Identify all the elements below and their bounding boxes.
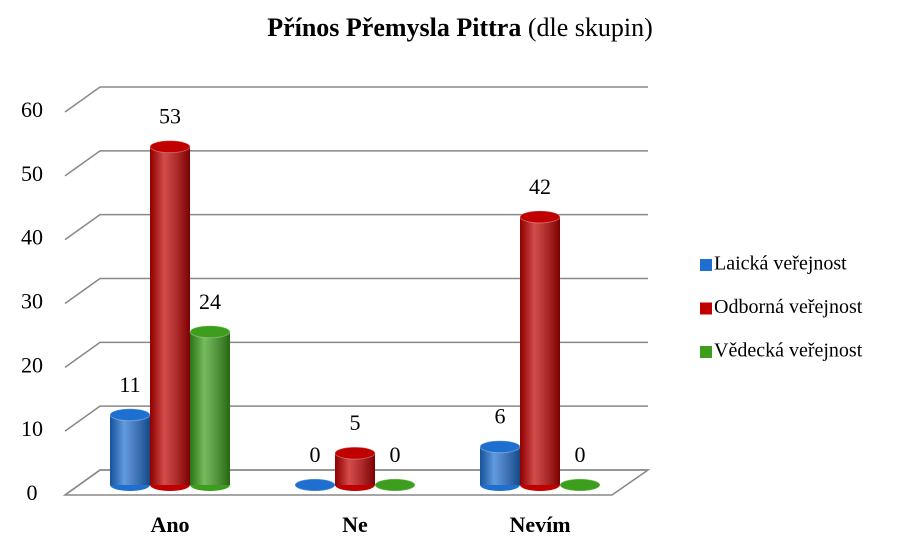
title-sub: (dle skupin) xyxy=(528,13,653,42)
grid-line xyxy=(64,150,648,177)
title-main: Přínos Přemysla Pittra xyxy=(267,13,521,42)
bar-top xyxy=(334,446,376,460)
bar-shade xyxy=(190,331,230,485)
grid-line xyxy=(64,86,648,113)
bar-top xyxy=(294,478,336,492)
x-tick-label: Nevím xyxy=(509,512,570,537)
legend-label: Odborná veřejnost xyxy=(714,296,863,318)
bar-top xyxy=(559,478,601,492)
y-tick-label: 0 xyxy=(27,480,38,505)
legend-swatch xyxy=(700,346,712,358)
grid-line xyxy=(64,469,648,496)
x-tick-label: Ano xyxy=(150,512,189,537)
y-tick-label: 60 xyxy=(21,97,43,122)
value-label: 0 xyxy=(575,442,586,467)
bar-top xyxy=(479,440,521,454)
value-label: 53 xyxy=(159,104,181,129)
bar-top xyxy=(519,210,561,224)
bar-shade xyxy=(480,446,520,485)
y-tick-label: 30 xyxy=(21,289,43,314)
legend-swatch xyxy=(700,302,712,315)
legend-swatch xyxy=(700,259,712,271)
value-label: 24 xyxy=(199,289,221,314)
y-tick-label: 20 xyxy=(21,352,43,377)
grid-line xyxy=(64,405,648,432)
bar-top xyxy=(149,140,191,154)
y-tick-label: 10 xyxy=(21,416,43,441)
bar-shade xyxy=(110,414,150,485)
bar-shade xyxy=(520,216,560,485)
grid-line xyxy=(64,213,648,241)
value-label: 0 xyxy=(390,442,401,467)
legend-label: Laická veřejnost xyxy=(714,253,847,275)
bar-top xyxy=(374,478,416,492)
bar-top xyxy=(109,408,151,422)
chart-title: Přínos Přemysla Pittra (dle skupin) xyxy=(267,13,653,42)
value-label: 0 xyxy=(310,442,321,467)
grid-line xyxy=(64,277,648,305)
grid-line xyxy=(64,341,648,368)
y-tick-label: 40 xyxy=(21,225,43,250)
value-label: 11 xyxy=(119,372,140,397)
value-label: 42 xyxy=(529,174,551,199)
y-tick-label: 50 xyxy=(21,161,43,186)
bar-top xyxy=(189,325,231,339)
bar-shade xyxy=(150,146,190,485)
legend-label: Vědecká veřejnost xyxy=(714,340,863,362)
value-label: 6 xyxy=(495,404,506,429)
value-label: 5 xyxy=(350,410,361,435)
x-tick-label: Ne xyxy=(342,512,368,537)
